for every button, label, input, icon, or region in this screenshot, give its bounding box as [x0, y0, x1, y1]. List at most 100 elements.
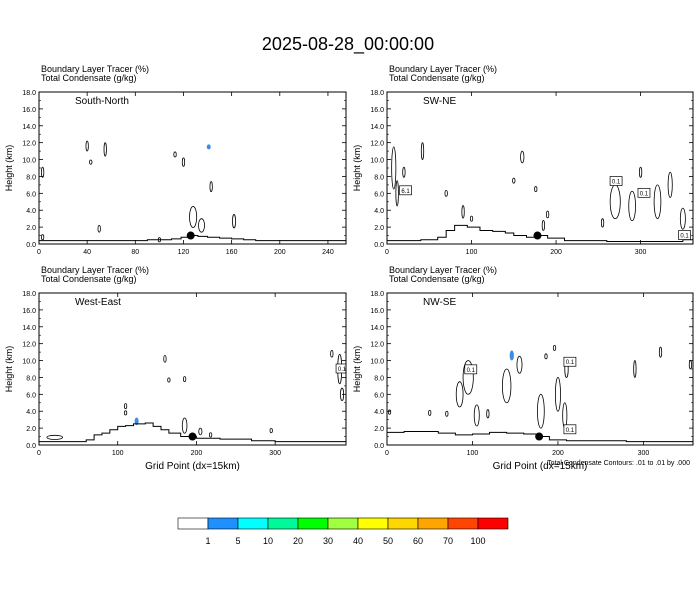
- location-marker: [188, 432, 197, 441]
- colorbar-swatch: [387, 517, 419, 530]
- y-tick-label: 4.0: [26, 409, 36, 416]
- y-tick-label: 18.0: [370, 90, 384, 97]
- colorbar-swatch: [477, 517, 509, 530]
- condensate-contour: [387, 409, 392, 415]
- y-tick-label: 2.0: [26, 225, 36, 232]
- condensate-contour: [123, 403, 128, 410]
- y-tick-label: 8.0: [26, 375, 36, 382]
- panel-frame: [386, 292, 694, 446]
- x-tick-label: 100: [112, 450, 124, 457]
- x-tick-label: 200: [191, 450, 203, 457]
- colorbar-label: 30: [323, 536, 333, 546]
- colorbar-swatch: [357, 517, 389, 530]
- condensate-contour: [269, 428, 273, 434]
- cross-section-label: West-East: [75, 297, 121, 308]
- panel-4: Boundary Layer Tracer (%)Total Condensat…: [352, 265, 694, 472]
- cross-section-label: SW-NE: [423, 96, 456, 107]
- colorbar-label: 40: [353, 536, 363, 546]
- condensate-contour: [633, 360, 637, 378]
- condensate-contour: [469, 215, 474, 222]
- panel-header-tracer: Boundary Layer Tracer (%): [389, 265, 497, 275]
- y-tick-label: 0.0: [26, 242, 36, 249]
- condensate-contour: [486, 409, 490, 419]
- condensate-contour: [667, 171, 673, 198]
- panel-content: 6.1 0.1 0.1 0.1: [387, 142, 693, 242]
- colorbar-swatch: [207, 517, 239, 530]
- condensate-contour: [516, 355, 523, 374]
- y-tick-label: 16.0: [22, 107, 36, 114]
- panel-1: Boundary Layer Tracer (%)Total Condensat…: [4, 64, 347, 256]
- condensate-contour: [198, 218, 205, 233]
- y-axis-label: Height (km): [4, 145, 14, 192]
- condensate-contour: [402, 166, 406, 178]
- colorbar-label: 100: [470, 536, 485, 546]
- condensate-contour: [462, 360, 474, 395]
- x-tick-label: 160: [226, 249, 238, 256]
- y-tick-label: 6.0: [26, 392, 36, 399]
- colorbar-swatch: [447, 517, 479, 530]
- contour-label: 0.1: [640, 191, 649, 197]
- y-tick-label: 6.0: [26, 191, 36, 198]
- contour-label-box: [335, 363, 346, 374]
- condensate-contour: [103, 142, 107, 157]
- contour-label-box: [464, 364, 478, 375]
- panel-frame: [386, 91, 694, 245]
- colorbar-label: 60: [413, 536, 423, 546]
- x-tick-label: 200: [550, 249, 562, 256]
- contour-label-box: [563, 424, 577, 435]
- colorbar-label: 70: [443, 536, 453, 546]
- y-tick-label: 12.0: [370, 342, 384, 349]
- condensate-contour: [562, 402, 568, 429]
- panel-header-tracer: Boundary Layer Tracer (%): [41, 265, 149, 275]
- colorbar-swatch: [327, 517, 359, 530]
- condensate-contour: [552, 344, 557, 351]
- panel-content: 0.1: [39, 350, 346, 443]
- condensate-contour: [520, 150, 525, 164]
- contour-label: 0.1: [680, 234, 689, 240]
- y-tick-label: 10.0: [370, 359, 384, 366]
- colorbar-label: 5: [235, 536, 240, 546]
- contour-label-box: [399, 185, 412, 196]
- condensate-contour: [445, 410, 449, 417]
- y-tick-label: 18.0: [22, 90, 36, 97]
- contour-label: 0.1: [467, 368, 476, 374]
- contour-label-box: [637, 187, 651, 198]
- condensate-contour: [600, 218, 605, 228]
- x-axis-label: Grid Point (dx=15km): [493, 461, 588, 472]
- x-tick-label: 300: [638, 450, 650, 457]
- condensate-contour: [461, 205, 465, 219]
- panel-frame: [38, 91, 347, 245]
- condensate-contour: [198, 427, 203, 436]
- colorbar-swatch: [177, 517, 209, 530]
- colorbar-label: 20: [293, 536, 303, 546]
- y-tick-label: 8.0: [374, 174, 384, 181]
- terrain-line: [387, 430, 693, 443]
- condensate-contour: [89, 159, 93, 165]
- condensate-contour: [395, 180, 399, 207]
- location-marker: [533, 231, 542, 240]
- condensate-contour: [183, 376, 187, 383]
- x-tick-label: 300: [635, 249, 647, 256]
- y-tick-label: 14.0: [370, 124, 384, 131]
- condensate-contour: [512, 177, 516, 184]
- x-tick-label: 200: [274, 249, 286, 256]
- colorbar-swatch: [297, 517, 329, 530]
- condensate-contour: [167, 377, 171, 383]
- condensate-contour: [41, 166, 45, 178]
- y-tick-label: 12.0: [22, 342, 36, 349]
- condensate-contour: [420, 142, 425, 160]
- contour-label: 6.1: [401, 189, 410, 195]
- colorbar-swatch: [237, 517, 269, 530]
- y-tick-label: 10.0: [22, 359, 36, 366]
- y-tick-label: 2.0: [26, 426, 36, 433]
- y-tick-label: 18.0: [22, 291, 36, 298]
- tracer-shading: [134, 417, 139, 426]
- y-tick-label: 2.0: [374, 426, 384, 433]
- colorbar: 1 5 10 20 30 40 50 60 70 100: [177, 517, 509, 546]
- x-tick-label: 300: [269, 450, 281, 457]
- panel-header-condensate: Total Condensate (g/kg): [389, 274, 485, 284]
- cross-section-label: NW-SE: [423, 297, 456, 308]
- panel-header-condensate: Total Condensate (g/kg): [389, 73, 485, 83]
